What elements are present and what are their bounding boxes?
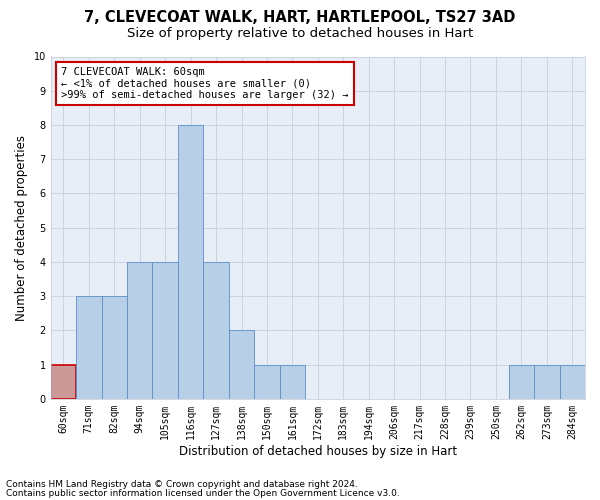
Text: 7, CLEVECOAT WALK, HART, HARTLEPOOL, TS27 3AD: 7, CLEVECOAT WALK, HART, HARTLEPOOL, TS2… bbox=[85, 10, 515, 25]
Bar bbox=[101, 296, 127, 399]
Bar bbox=[534, 364, 560, 399]
Text: Contains public sector information licensed under the Open Government Licence v3: Contains public sector information licen… bbox=[6, 490, 400, 498]
Bar bbox=[76, 296, 101, 399]
X-axis label: Distribution of detached houses by size in Hart: Distribution of detached houses by size … bbox=[179, 444, 457, 458]
Bar bbox=[509, 364, 534, 399]
Bar bbox=[560, 364, 585, 399]
Bar bbox=[127, 262, 152, 399]
Bar bbox=[254, 364, 280, 399]
Bar bbox=[50, 364, 76, 399]
Text: Contains HM Land Registry data © Crown copyright and database right 2024.: Contains HM Land Registry data © Crown c… bbox=[6, 480, 358, 489]
Text: Size of property relative to detached houses in Hart: Size of property relative to detached ho… bbox=[127, 28, 473, 40]
Y-axis label: Number of detached properties: Number of detached properties bbox=[15, 134, 28, 320]
Bar bbox=[178, 125, 203, 399]
Bar bbox=[203, 262, 229, 399]
Bar bbox=[152, 262, 178, 399]
Bar bbox=[280, 364, 305, 399]
Text: 7 CLEVECOAT WALK: 60sqm
← <1% of detached houses are smaller (0)
>99% of semi-de: 7 CLEVECOAT WALK: 60sqm ← <1% of detache… bbox=[61, 67, 349, 100]
Bar bbox=[229, 330, 254, 399]
